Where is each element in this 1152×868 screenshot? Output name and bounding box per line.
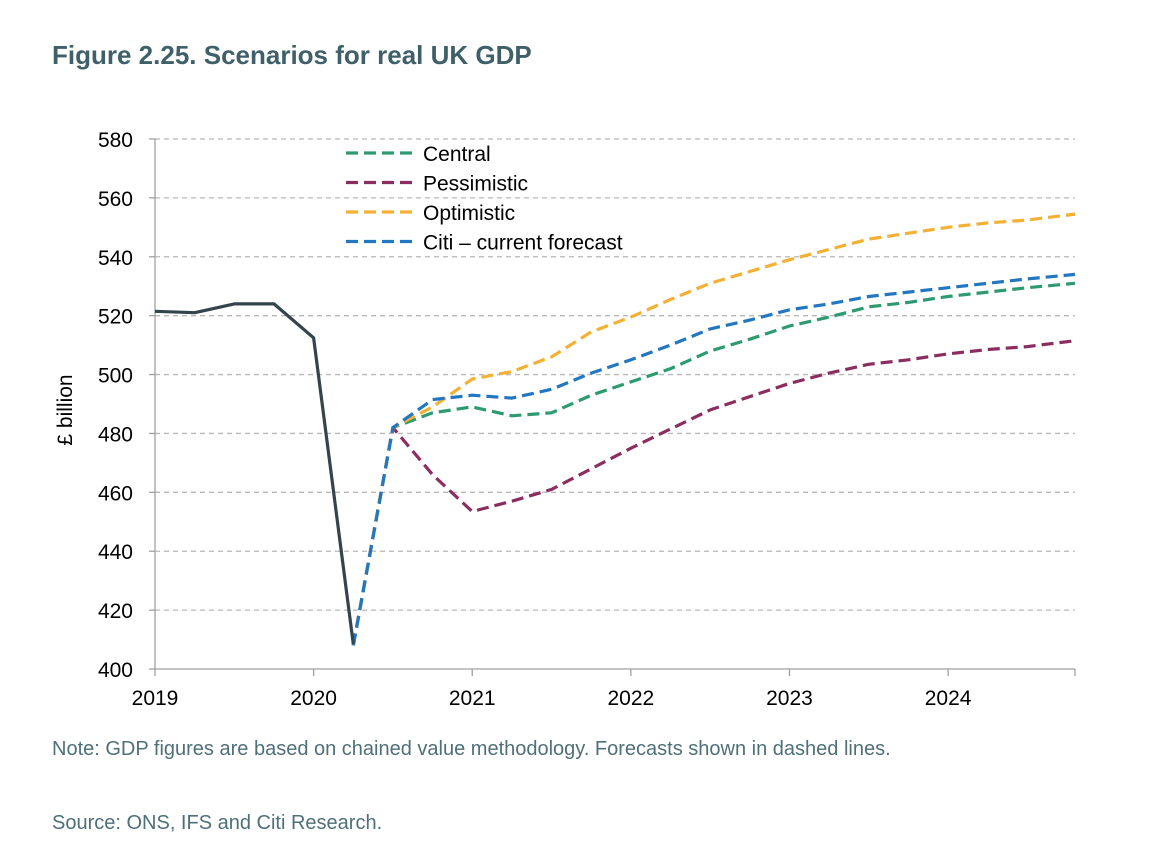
chart-note: Note: GDP figures are based on chained v…	[52, 738, 891, 760]
y-tick-label: 400	[98, 659, 133, 682]
x-tick-label: 2022	[608, 687, 655, 710]
x-tick-label: 2021	[449, 687, 496, 710]
y-tick-label: 460	[98, 482, 133, 505]
y-tick-label: 420	[98, 600, 133, 623]
legend-label: Pessimistic	[423, 173, 528, 196]
series-line-pessimistic	[351, 339, 1076, 646]
y-tick-label: 520	[98, 306, 133, 329]
x-tick-label: 2019	[132, 687, 179, 710]
y-tick-label: 500	[98, 365, 133, 388]
legend: Central Pessimistic Optimistic Citi – curre…	[346, 143, 623, 255]
y-axis-label: £ billion	[54, 374, 77, 445]
y-tick-label: 440	[98, 541, 133, 564]
chart-source: Source: ONS, IFS and Citi Research.	[52, 812, 383, 834]
x-tick-label: 2024	[925, 687, 972, 710]
series-lines	[154, 212, 1076, 646]
y-tick-label: 560	[98, 188, 133, 211]
x-tick-label: 2020	[290, 687, 337, 710]
figure-title: Figure 2.25. Scenarios for real UK GDP	[52, 40, 532, 70]
x-tick-labels: 2019 2020 2021 2022 2023 2024	[132, 687, 972, 710]
series-line-central	[351, 281, 1076, 646]
y-tick-label: 480	[98, 423, 133, 446]
legend-label: Citi – current forecast	[423, 232, 623, 255]
y-tick-labels: 400 420 440 460 480 500 520 540 560 580	[98, 129, 133, 682]
y-tick-label: 540	[98, 247, 133, 270]
axes	[149, 138, 1076, 676]
y-tick-label: 580	[98, 129, 133, 152]
gridlines	[155, 138, 1075, 611]
legend-label: Central	[423, 143, 491, 166]
series-line-actual	[154, 302, 355, 645]
legend-label: Optimistic	[423, 202, 515, 225]
series-line-optimistic	[351, 212, 1076, 646]
x-tick-label: 2023	[766, 687, 813, 710]
series-line-citi-current-forecast	[351, 272, 1076, 646]
